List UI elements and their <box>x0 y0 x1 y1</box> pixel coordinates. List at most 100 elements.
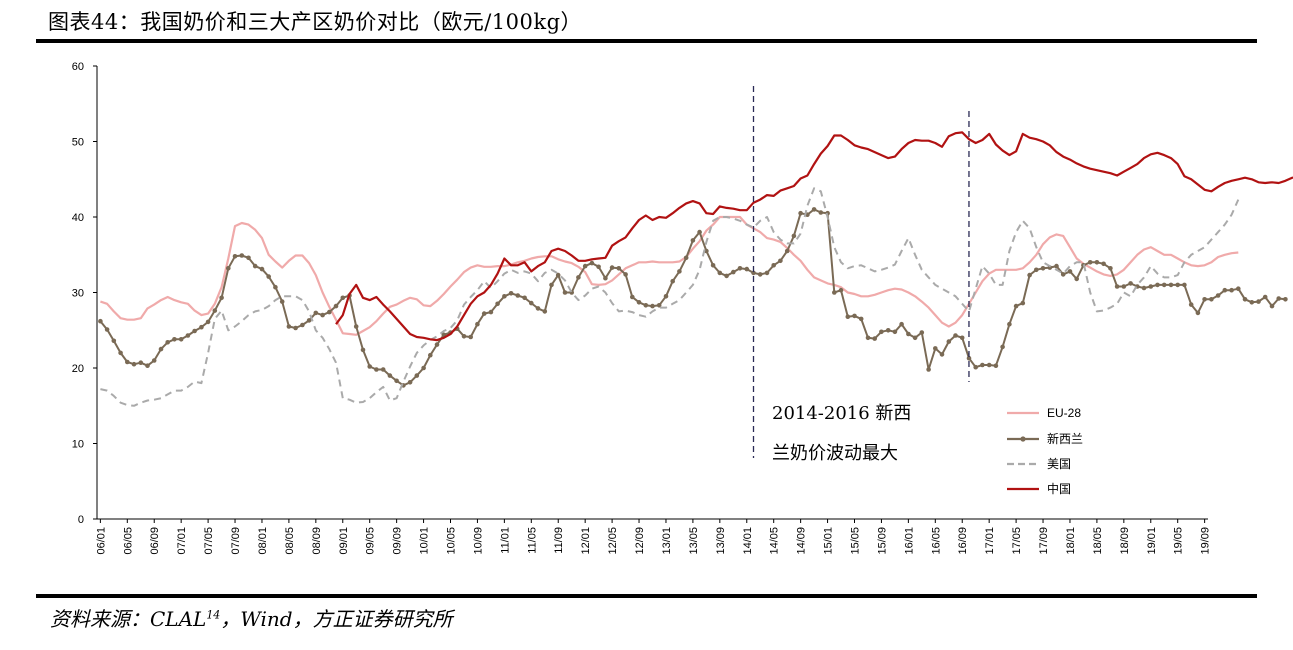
x-tick-label: 11/05 <box>526 527 538 554</box>
data-point <box>434 342 440 347</box>
series-line <box>99 208 1286 387</box>
data-point <box>1074 276 1079 282</box>
top-rule <box>36 39 1257 43</box>
data-point <box>1222 287 1228 293</box>
page-title: 图表44：我国奶价和三大产区奶价对比（欧元/100kg） <box>48 10 583 34</box>
data-point <box>98 318 103 324</box>
data-point <box>858 316 864 322</box>
data-point <box>710 263 716 268</box>
data-point <box>757 272 763 277</box>
data-point <box>771 263 776 268</box>
data-point <box>919 330 925 335</box>
data-point <box>1175 282 1180 288</box>
data-point <box>973 364 978 370</box>
data-point <box>683 255 689 261</box>
x-tick-label: 09/05 <box>365 527 377 555</box>
data-point <box>818 210 824 215</box>
data-point <box>1188 302 1194 307</box>
data-point <box>1121 284 1127 289</box>
data-point <box>226 266 231 271</box>
data-point <box>1060 272 1066 277</box>
series-0 <box>100 215 1239 336</box>
y-tick-label: 50 <box>72 137 84 149</box>
legend-label: 新西兰 <box>1047 431 1083 446</box>
data-point <box>495 301 500 307</box>
data-point <box>751 270 756 276</box>
data-point <box>677 269 682 274</box>
data-point <box>933 346 938 351</box>
data-point <box>845 314 851 320</box>
data-point <box>582 263 588 269</box>
x-tick-label: 18/01 <box>1065 527 1077 555</box>
x-tick-label: 17/09 <box>1038 527 1050 555</box>
x-tick-label: 14/09 <box>796 527 808 555</box>
y-tick-label: 20 <box>72 363 84 375</box>
x-tick-label: 13/01 <box>661 527 673 555</box>
source-prefix: 资料来源：CLAL <box>50 607 207 631</box>
data-point <box>838 287 844 293</box>
x-tick-label: 12/01 <box>580 527 592 555</box>
x-tick-label: 09/09 <box>392 527 404 555</box>
data-point <box>656 303 662 308</box>
data-point <box>1195 310 1201 316</box>
data-point <box>959 335 965 341</box>
data-point <box>650 303 655 309</box>
x-tick-label: 07/01 <box>176 527 188 555</box>
data-point <box>192 328 197 334</box>
data-point <box>1027 272 1032 278</box>
data-point <box>353 324 359 329</box>
bottom-rule <box>36 594 1257 598</box>
data-point <box>1215 293 1221 298</box>
data-point <box>259 266 265 272</box>
data-point <box>1262 294 1268 300</box>
data-point <box>744 266 750 272</box>
data-point <box>239 253 245 258</box>
data-point <box>993 363 999 369</box>
data-point <box>1020 300 1026 306</box>
x-tick-label: 15/05 <box>850 527 862 555</box>
data-point <box>1229 287 1234 293</box>
data-point <box>266 274 272 279</box>
x-tick-label: 10/05 <box>446 527 458 555</box>
data-point <box>481 311 487 316</box>
x-tick-label: 08/01 <box>257 527 269 555</box>
data-point <box>764 270 770 276</box>
data-point <box>1114 284 1120 289</box>
x-tick-label: 11/01 <box>499 527 511 554</box>
data-point <box>1182 282 1187 288</box>
x-tick-label: 08/05 <box>284 527 296 555</box>
data-point <box>138 360 144 366</box>
data-point <box>151 358 157 363</box>
data-point <box>1161 282 1167 288</box>
data-point <box>1040 266 1046 271</box>
data-point <box>118 350 123 356</box>
x-tick-label: 08/09 <box>311 527 323 555</box>
data-point <box>515 293 521 298</box>
data-point <box>872 336 877 341</box>
y-tick-label: 0 <box>78 514 84 526</box>
series-line <box>100 215 1239 336</box>
data-point <box>690 238 696 243</box>
data-point <box>852 313 857 319</box>
data-point <box>879 329 884 335</box>
data-point <box>529 300 534 306</box>
series-line <box>100 187 1240 407</box>
data-point <box>387 373 393 378</box>
data-point <box>1269 303 1275 309</box>
x-tick-label: 10/09 <box>472 527 484 555</box>
data-point <box>555 272 561 278</box>
source-note: 资料来源：CLAL14，Wind，方正证券研究所 <box>50 603 453 632</box>
data-point <box>939 352 945 357</box>
x-tick-label: 07/09 <box>230 527 242 555</box>
annotation-line-2: 兰奶价波动最大 <box>772 443 898 464</box>
data-point <box>798 210 803 216</box>
data-point <box>1236 286 1241 292</box>
data-point <box>219 295 224 301</box>
data-point <box>1202 297 1207 302</box>
series-3 <box>335 131 1293 342</box>
data-point <box>360 347 366 353</box>
x-tick-label: 13/05 <box>688 527 700 555</box>
x-tick-label: 13/09 <box>715 527 727 555</box>
data-point <box>1101 261 1106 267</box>
x-tick-label: 12/05 <box>607 527 619 555</box>
